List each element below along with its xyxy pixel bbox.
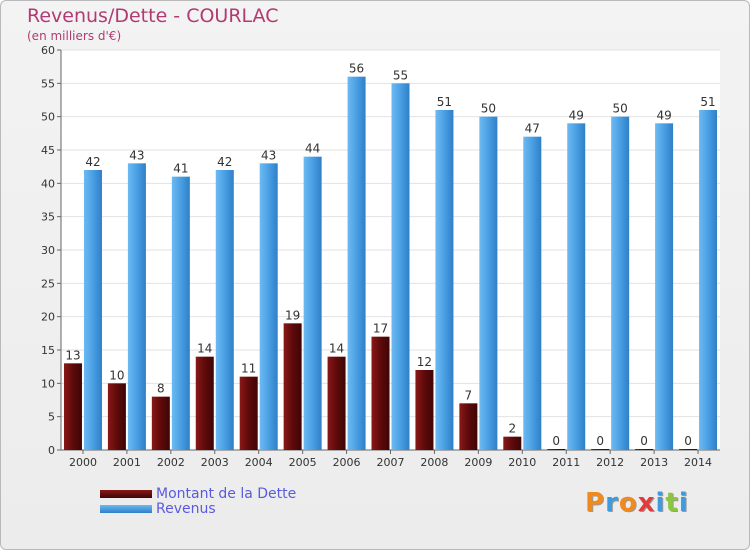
data-label-dette: 19 [285, 308, 300, 322]
bar-dette [371, 336, 390, 450]
data-label-revenus: 47 [525, 122, 540, 136]
data-label-revenus: 50 [613, 102, 628, 116]
x-tick-label: 2006 [333, 456, 361, 469]
bar-dette [635, 449, 654, 450]
y-tick-label: 25 [41, 277, 55, 290]
data-label-revenus: 56 [349, 62, 364, 76]
y-tick-label: 20 [41, 311, 55, 324]
data-label-revenus: 41 [173, 162, 188, 176]
bar-dette [679, 449, 698, 450]
bar-dette [547, 449, 566, 450]
bar-revenus [523, 136, 542, 450]
bar-revenus [479, 116, 498, 451]
data-label-revenus: 49 [656, 108, 671, 122]
data-label-revenus: 51 [437, 95, 452, 109]
bar-revenus [83, 170, 102, 450]
y-tick-label: 5 [48, 411, 55, 424]
data-label-dette: 2 [508, 422, 516, 436]
data-label-dette: 0 [552, 434, 560, 448]
data-label-dette: 0 [640, 434, 648, 448]
data-label-dette: 13 [65, 348, 80, 362]
data-label-dette: 17 [373, 322, 388, 336]
bar-revenus [611, 116, 630, 451]
y-tick-label: 40 [41, 177, 55, 190]
y-tick-label: 0 [48, 444, 55, 457]
data-label-revenus: 44 [305, 142, 320, 156]
bar-dette [151, 396, 170, 450]
bar-revenus [347, 76, 366, 451]
legend-item-revenus: Revenus [100, 500, 296, 517]
data-label-revenus: 43 [129, 148, 144, 162]
bar-revenus [391, 83, 410, 450]
bar-revenus [171, 176, 190, 450]
data-label-revenus: 51 [700, 95, 715, 109]
x-tick-label: 2000 [69, 456, 97, 469]
bar-revenus [567, 123, 586, 450]
bar-dette [63, 363, 82, 450]
chart-title: Revenus/Dette - COURLAC [27, 5, 279, 27]
bar-dette [591, 449, 610, 450]
y-tick-label: 10 [41, 377, 55, 390]
data-label-revenus: 49 [569, 108, 584, 122]
x-tick-label: 2013 [640, 456, 668, 469]
data-label-dette: 14 [197, 342, 212, 356]
data-label-revenus: 55 [393, 68, 408, 82]
legend-label-revenus: Revenus [156, 500, 216, 517]
bar-revenus [215, 170, 234, 450]
y-tick-label: 30 [41, 244, 55, 257]
bar-revenus [259, 163, 278, 451]
chart-subtitle: (en milliers d'€) [27, 29, 122, 43]
y-tick-label: 60 [41, 44, 55, 57]
x-tick-label: 2014 [684, 456, 712, 469]
legend-swatch-dette [100, 489, 152, 498]
bar-dette [459, 403, 478, 450]
x-tick-label: 2002 [157, 456, 185, 469]
data-label-dette: 0 [596, 434, 604, 448]
data-label-dette: 14 [329, 342, 344, 356]
bar-revenus [303, 156, 322, 450]
x-tick-label: 2010 [508, 456, 536, 469]
bar-dette [107, 383, 126, 450]
x-tick-label: 2005 [289, 456, 317, 469]
data-label-dette: 10 [109, 368, 124, 382]
bar-dette [327, 356, 346, 450]
bar-revenus [699, 110, 718, 450]
x-tick-label: 2001 [113, 456, 141, 469]
x-tick-label: 2003 [201, 456, 229, 469]
x-tick-label: 2007 [377, 456, 405, 469]
data-label-dette: 0 [684, 434, 692, 448]
x-tick-label: 2004 [245, 456, 273, 469]
legend-swatch-revenus [100, 504, 152, 513]
legend-label-dette: Montant de la Dette [156, 485, 297, 502]
bar-dette [239, 376, 258, 450]
y-tick-label: 35 [41, 211, 55, 224]
bar-dette [195, 356, 214, 450]
data-label-dette: 7 [465, 388, 473, 402]
bar-dette [503, 436, 522, 450]
data-label-revenus: 42 [217, 155, 232, 169]
bar-dette [283, 323, 302, 450]
data-label-revenus: 50 [481, 102, 496, 116]
proxiti-logo: Proxiti [585, 488, 689, 518]
data-label-dette: 8 [157, 382, 165, 396]
bar-revenus [655, 123, 674, 450]
y-tick-label: 15 [41, 344, 55, 357]
x-tick-label: 2012 [596, 456, 624, 469]
x-tick-label: 2009 [464, 456, 492, 469]
bar-revenus [435, 110, 454, 450]
bar-dette [415, 370, 434, 450]
data-label-revenus: 43 [261, 148, 276, 162]
x-tick-label: 2011 [552, 456, 580, 469]
y-tick-label: 55 [41, 77, 55, 90]
y-tick-label: 45 [41, 144, 55, 157]
y-tick-label: 50 [41, 111, 55, 124]
chart-legend: Montant de la Dette Revenus [100, 485, 297, 517]
bar-revenus [127, 163, 146, 451]
data-label-dette: 11 [241, 362, 256, 376]
data-label-dette: 12 [417, 355, 432, 369]
x-tick-label: 2008 [420, 456, 448, 469]
legend-item-dette: Montant de la Dette [100, 485, 297, 502]
data-label-revenus: 42 [85, 155, 100, 169]
